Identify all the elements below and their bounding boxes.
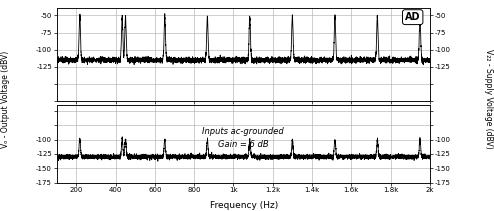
- Text: Inputs ac-grounded
Gain = 6 dB: Inputs ac-grounded Gain = 6 dB: [203, 127, 284, 149]
- Text: Frequency (Hz): Frequency (Hz): [210, 201, 279, 210]
- Text: V₂₂ - Supply Voltage (dBV): V₂₂ - Supply Voltage (dBV): [484, 49, 493, 149]
- Text: AD: AD: [405, 12, 420, 22]
- Text: Vₒ - Output Voltage (dBV): Vₒ - Output Voltage (dBV): [1, 51, 10, 148]
